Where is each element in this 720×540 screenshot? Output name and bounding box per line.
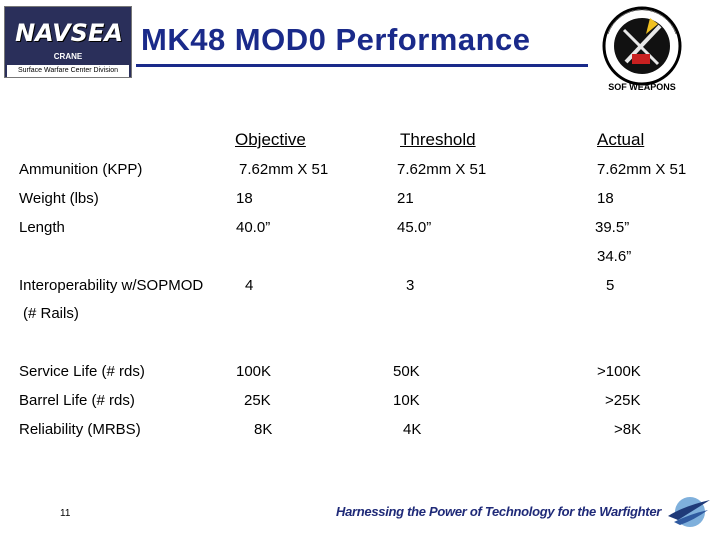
objective-interoperability: 4 bbox=[245, 277, 254, 294]
actual-length-alternate: 34.6” bbox=[597, 248, 632, 265]
page-number: 11 bbox=[60, 508, 71, 519]
actual-service-life: >100K bbox=[597, 363, 641, 380]
objective-barrel-life: 25K bbox=[244, 392, 271, 409]
threshold-length: 45.0” bbox=[397, 219, 432, 236]
row-label-barrel-life: Barrel Life (# rds) bbox=[19, 392, 135, 409]
actual-interoperability: 5 bbox=[606, 277, 615, 294]
threshold-reliability: 4K bbox=[403, 421, 422, 438]
actual-barrel-life: >25K bbox=[605, 392, 641, 409]
objective-ammunition: 7.62mm X 51 bbox=[239, 161, 329, 178]
row-label-interoperability: Interoperability w/SOPMOD bbox=[19, 277, 204, 294]
actual-weight: 18 bbox=[597, 190, 614, 207]
column-header-objective: Objective bbox=[235, 130, 306, 149]
threshold-ammunition: 7.62mm X 51 bbox=[397, 161, 487, 178]
threshold-weight: 21 bbox=[397, 190, 414, 207]
row-label-weight: Weight (lbs) bbox=[19, 190, 99, 207]
row-label-interoperability-unit: (# Rails) bbox=[23, 305, 79, 322]
objective-length: 40.0” bbox=[236, 219, 271, 236]
sof-weapons-text: SOF WEAPONS bbox=[608, 82, 676, 92]
actual-length: 39.5” bbox=[595, 219, 630, 236]
navsea-logo-text: NAVSEA bbox=[15, 19, 123, 47]
threshold-service-life: 50K bbox=[393, 363, 420, 380]
actual-ammunition: 7.62mm X 51 bbox=[597, 161, 687, 178]
page-title: MK48 MOD0 Performance bbox=[141, 22, 531, 57]
actual-reliability: >8K bbox=[614, 421, 642, 438]
sof-weapons-seal-icon: SOF WEAPONS bbox=[602, 6, 682, 92]
row-label-length: Length bbox=[19, 219, 65, 236]
navsea-logo: NAVSEA CRANE Surface Warfare Center Divi… bbox=[4, 6, 132, 78]
objective-service-life: 100K bbox=[236, 363, 272, 380]
column-header-actual: Actual bbox=[597, 130, 645, 149]
footer-tagline: Harnessing the Power of Technology for t… bbox=[336, 504, 662, 519]
navsea-division-text: Surface Warfare Center Division bbox=[7, 65, 129, 77]
navsea-crane-text: CRANE bbox=[53, 52, 83, 61]
row-label-service-life: Service Life (# rds) bbox=[19, 363, 145, 380]
row-label-reliability: Reliability (MRBS) bbox=[19, 421, 141, 438]
title-underline bbox=[136, 64, 588, 67]
column-header-threshold: Threshold bbox=[400, 130, 476, 149]
threshold-barrel-life: 10K bbox=[393, 392, 420, 409]
threshold-interoperability: 3 bbox=[406, 277, 415, 294]
row-label-ammunition: Ammunition (KPP) bbox=[19, 161, 143, 178]
objective-reliability: 8K bbox=[254, 421, 273, 438]
objective-weight: 18 bbox=[236, 190, 253, 207]
eagle-emblem-icon bbox=[668, 497, 710, 527]
